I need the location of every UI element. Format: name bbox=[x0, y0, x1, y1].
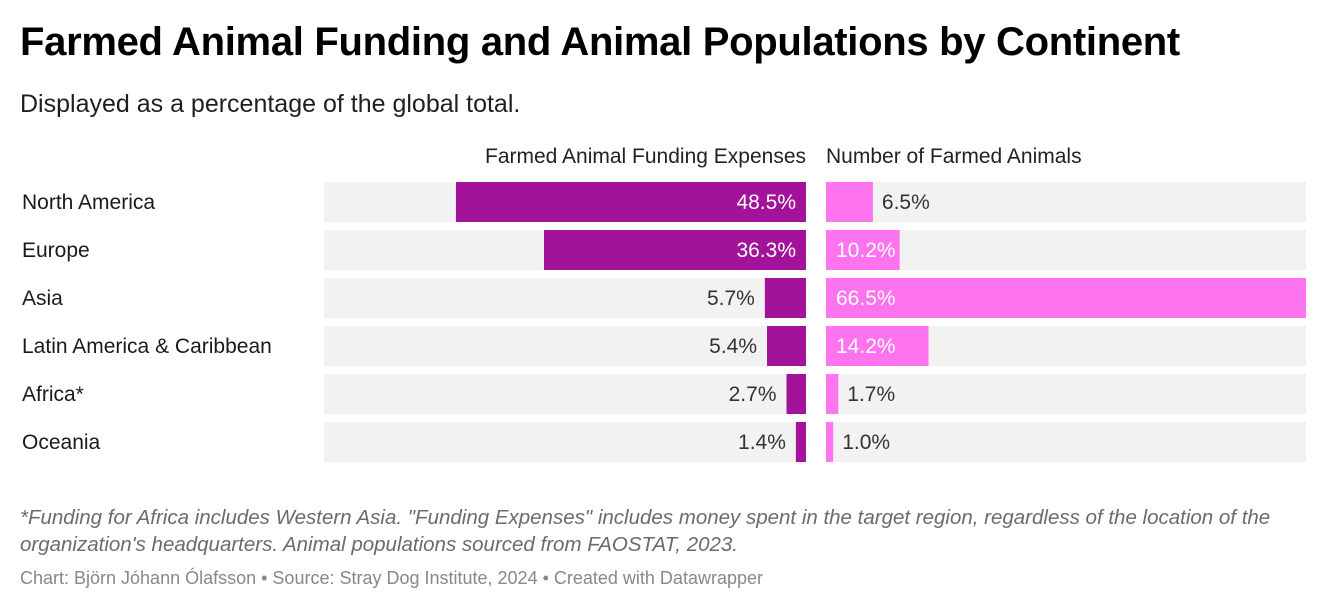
funding-track bbox=[324, 326, 806, 366]
row-label: Asia bbox=[22, 287, 63, 310]
row-label: Oceania bbox=[22, 431, 101, 454]
funding-value-label: 5.7% bbox=[707, 287, 755, 310]
chart-area: North America 48.5% 6.5% Europe 36.3% 10.2% As… bbox=[22, 182, 1306, 462]
row-label: Africa* bbox=[22, 383, 84, 406]
row-label: Europe bbox=[22, 239, 90, 262]
funding-value-label: 5.4% bbox=[709, 335, 757, 358]
funding-bar bbox=[795, 422, 806, 462]
animals-bar bbox=[826, 422, 834, 462]
row-label: Latin America & Caribbean bbox=[22, 335, 272, 358]
funding-bar bbox=[764, 278, 806, 318]
funding-column-header: Farmed Animal Funding Expenses bbox=[485, 145, 806, 168]
animals-track bbox=[826, 182, 1306, 222]
funding-bar bbox=[455, 182, 806, 222]
funding-value-label: 36.3% bbox=[736, 239, 796, 262]
animals-track bbox=[826, 230, 1306, 270]
animals-value-label: 6.5% bbox=[882, 191, 930, 214]
animals-value-label: 66.5% bbox=[836, 287, 896, 310]
funding-track bbox=[324, 278, 806, 318]
funding-value-label: 1.4% bbox=[738, 431, 786, 454]
funding-bar bbox=[767, 326, 806, 366]
animals-column-header: Number of Farmed Animals bbox=[826, 145, 1082, 168]
animals-bar bbox=[826, 182, 873, 222]
animals-value-label: 1.0% bbox=[842, 431, 890, 454]
animals-value-label: 10.2% bbox=[836, 239, 896, 262]
animals-bar bbox=[826, 278, 1306, 318]
animals-bar bbox=[826, 230, 900, 270]
funding-track bbox=[324, 422, 806, 462]
funding-bar bbox=[786, 374, 806, 414]
footnote: *Funding for Africa includes Western Asi… bbox=[20, 506, 1271, 556]
chart-credits: Chart: Björn Jóhann Ólafsson • Source: S… bbox=[20, 568, 763, 588]
row-label: North America bbox=[22, 191, 155, 214]
funding-value-label: 48.5% bbox=[736, 191, 796, 214]
animals-value-label: 1.7% bbox=[847, 383, 895, 406]
chart-title: Farmed Animal Funding and Animal Populat… bbox=[20, 20, 1180, 64]
chart-subtitle: Displayed as a percentage of the global … bbox=[20, 90, 521, 118]
funding-track bbox=[324, 374, 806, 414]
funding-bar bbox=[543, 230, 806, 270]
animals-bar bbox=[826, 374, 839, 414]
animals-track bbox=[826, 422, 1306, 462]
animals-value-label: 14.2% bbox=[836, 335, 896, 358]
funding-value-label: 2.7% bbox=[729, 383, 777, 406]
animals-bar bbox=[826, 326, 929, 366]
animals-track bbox=[826, 374, 1306, 414]
